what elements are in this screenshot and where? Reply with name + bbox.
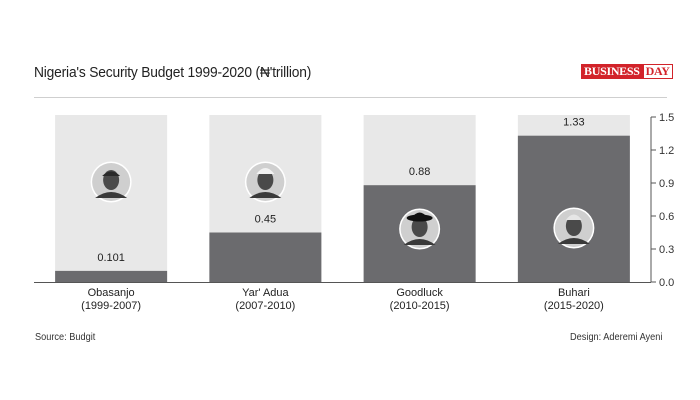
category-period-label: (2015-2020) bbox=[544, 300, 604, 312]
category-period-label: (1999-2007) bbox=[81, 300, 141, 312]
obasanjo-portrait-icon bbox=[90, 161, 132, 203]
y-tick-label: 0.9 bbox=[659, 178, 674, 190]
source-note: Source: Budgit bbox=[35, 332, 96, 343]
data-label: 1.33 bbox=[563, 117, 584, 129]
chart-title: Nigeria's Security Budget 1999-2020 (₦'t… bbox=[34, 64, 312, 81]
y-tick-label: 0.6 bbox=[659, 211, 674, 223]
logo-text-day: DAY bbox=[642, 64, 673, 79]
businessday-logo: BUSINESS DAY bbox=[581, 64, 673, 79]
goodluck-portrait-icon bbox=[399, 208, 441, 250]
bar bbox=[209, 232, 322, 282]
category-period-label: (2010-2015) bbox=[390, 300, 450, 312]
buhari-portrait-icon bbox=[553, 207, 595, 249]
design-credit: Design: Aderemi Ayeni bbox=[569, 332, 662, 343]
category-period-label: (2007-2010) bbox=[235, 300, 295, 312]
y-tick-label: 0.0 bbox=[659, 277, 674, 289]
data-label: 0.101 bbox=[97, 252, 125, 264]
yaradua-portrait-icon bbox=[244, 161, 286, 203]
data-label: 0.88 bbox=[409, 166, 430, 178]
category-label: Goodluck bbox=[396, 287, 443, 299]
logo-text-business: BUSINESS bbox=[581, 64, 643, 79]
title-divider bbox=[34, 97, 667, 98]
y-tick-label: 1.2 bbox=[659, 145, 674, 157]
data-label: 0.45 bbox=[255, 214, 276, 226]
category-label: Yar' Adua bbox=[242, 287, 289, 299]
category-label: Obasanjo bbox=[88, 287, 135, 299]
category-label: Buhari bbox=[558, 287, 590, 299]
y-tick-label: 0.3 bbox=[659, 244, 674, 256]
y-tick-label: 1.5 bbox=[659, 112, 674, 124]
bar bbox=[55, 270, 168, 282]
